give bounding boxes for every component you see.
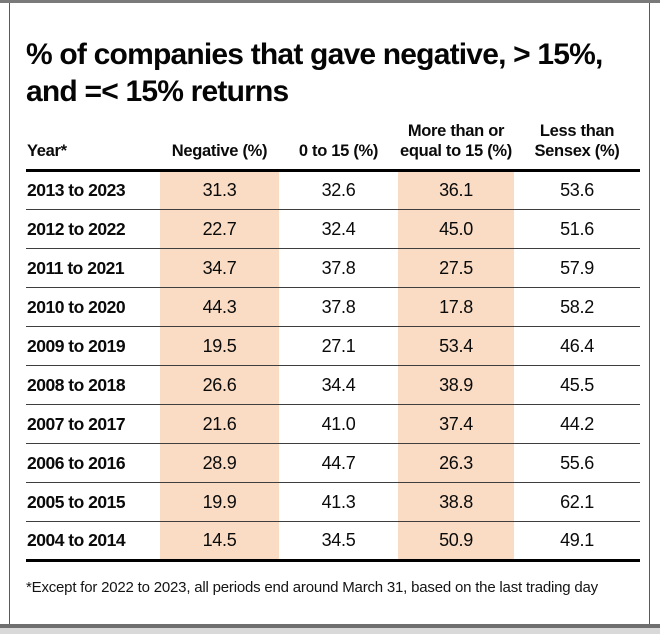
column-header-0: Year*: [26, 120, 160, 173]
top-border-bar: [0, 0, 660, 3]
column-header-1: Negative (%): [160, 120, 279, 173]
year-cell: 2006 to 2016: [26, 443, 160, 484]
header-row: Year* Negative (%) 0 to 15 (%) More than or…: [26, 120, 640, 173]
value-cell: 34.7: [160, 248, 279, 289]
year-cell: 2012 to 2022: [26, 209, 160, 250]
value-cell: 27.1: [279, 326, 398, 367]
table-row: 2009 to 2019 19.5 27.1 53.4 46.4: [26, 326, 640, 367]
column-header-4: Less than Sensex (%): [514, 120, 640, 173]
value-cell: 53.4: [398, 326, 514, 367]
table-row: 2011 to 2021 34.7 37.8 27.5 57.9: [26, 248, 640, 289]
value-cell: 26.3: [398, 443, 514, 484]
table-card: % of companies that gave negative, > 15%…: [9, 3, 650, 624]
table-row: 2010 to 2020 44.3 37.8 17.8 58.2: [26, 287, 640, 328]
value-cell: 21.6: [160, 404, 279, 445]
value-cell: 19.9: [160, 482, 279, 523]
value-cell: 38.9: [398, 365, 514, 406]
value-cell: 26.6: [160, 365, 279, 406]
value-cell: 53.6: [514, 170, 640, 211]
value-cell: 27.5: [398, 248, 514, 289]
returns-table: Year* Negative (%) 0 to 15 (%) More than or…: [26, 120, 640, 563]
value-cell: 32.6: [279, 170, 398, 211]
year-cell: 2009 to 2019: [26, 326, 160, 367]
column-header-2: 0 to 15 (%): [279, 120, 398, 173]
year-cell: 2013 to 2023: [26, 170, 160, 211]
value-cell: 49.1: [514, 521, 640, 563]
table-header: Year* Negative (%) 0 to 15 (%) More than or…: [26, 120, 640, 173]
value-cell: 19.5: [160, 326, 279, 367]
table-row: 2006 to 2016 28.9 44.7 26.3 55.6: [26, 443, 640, 484]
value-cell: 58.2: [514, 287, 640, 328]
value-cell: 44.7: [279, 443, 398, 484]
value-cell: 34.4: [279, 365, 398, 406]
value-cell: 37.8: [279, 248, 398, 289]
value-cell: 50.9: [398, 521, 514, 563]
value-cell: 37.8: [279, 287, 398, 328]
value-cell: 45.0: [398, 209, 514, 250]
year-cell: 2004 to 2014: [26, 521, 160, 563]
value-cell: 22.7: [160, 209, 279, 250]
value-cell: 14.5: [160, 521, 279, 563]
value-cell: 44.3: [160, 287, 279, 328]
year-cell: 2005 to 2015: [26, 482, 160, 523]
bottom-strip: [0, 628, 660, 634]
column-header-3: More than or equal to 15 (%): [398, 120, 514, 173]
year-cell: 2007 to 2017: [26, 404, 160, 445]
year-cell: 2008 to 2018: [26, 365, 160, 406]
year-cell: 2010 to 2020: [26, 287, 160, 328]
bottom-border-bar: [0, 624, 660, 628]
table-row: 2007 to 2017 21.6 41.0 37.4 44.2: [26, 404, 640, 445]
value-cell: 41.0: [279, 404, 398, 445]
footnote: *Except for 2022 to 2023, all periods en…: [26, 579, 598, 597]
title-line-2: and =< 15% returns: [26, 74, 289, 108]
table-row: 2012 to 2022 22.7 32.4 45.0 51.6: [26, 209, 640, 250]
value-cell: 57.9: [514, 248, 640, 289]
table-row: 2008 to 2018 26.6 34.4 38.9 45.5: [26, 365, 640, 406]
value-cell: 46.4: [514, 326, 640, 367]
value-cell: 17.8: [398, 287, 514, 328]
title-line-1: % of companies that gave negative, > 15%…: [26, 38, 603, 71]
value-cell: 55.6: [514, 443, 640, 484]
value-cell: 34.5: [279, 521, 398, 563]
table-row: 2004 to 2014 14.5 34.5 50.9 49.1: [26, 521, 640, 563]
value-cell: 28.9: [160, 443, 279, 484]
value-cell: 45.5: [514, 365, 640, 406]
value-cell: 31.3: [160, 170, 279, 211]
value-cell: 62.1: [514, 482, 640, 523]
value-cell: 41.3: [279, 482, 398, 523]
value-cell: 44.2: [514, 404, 640, 445]
value-cell: 37.4: [398, 404, 514, 445]
value-cell: 38.8: [398, 482, 514, 523]
value-cell: 36.1: [398, 170, 514, 211]
table-row: 2005 to 2015 19.9 41.3 38.8 62.1: [26, 482, 640, 523]
value-cell: 51.6: [514, 209, 640, 250]
value-cell: 32.4: [279, 209, 398, 250]
year-cell: 2011 to 2021: [26, 248, 160, 289]
table-body: 2013 to 2023 31.3 32.6 36.1 53.6 2012 to 2022…: [26, 170, 640, 563]
table-row: 2013 to 2023 31.3 32.6 36.1 53.6: [26, 170, 640, 211]
page-title: % of companies that gave negative, > 15%…: [26, 37, 636, 111]
